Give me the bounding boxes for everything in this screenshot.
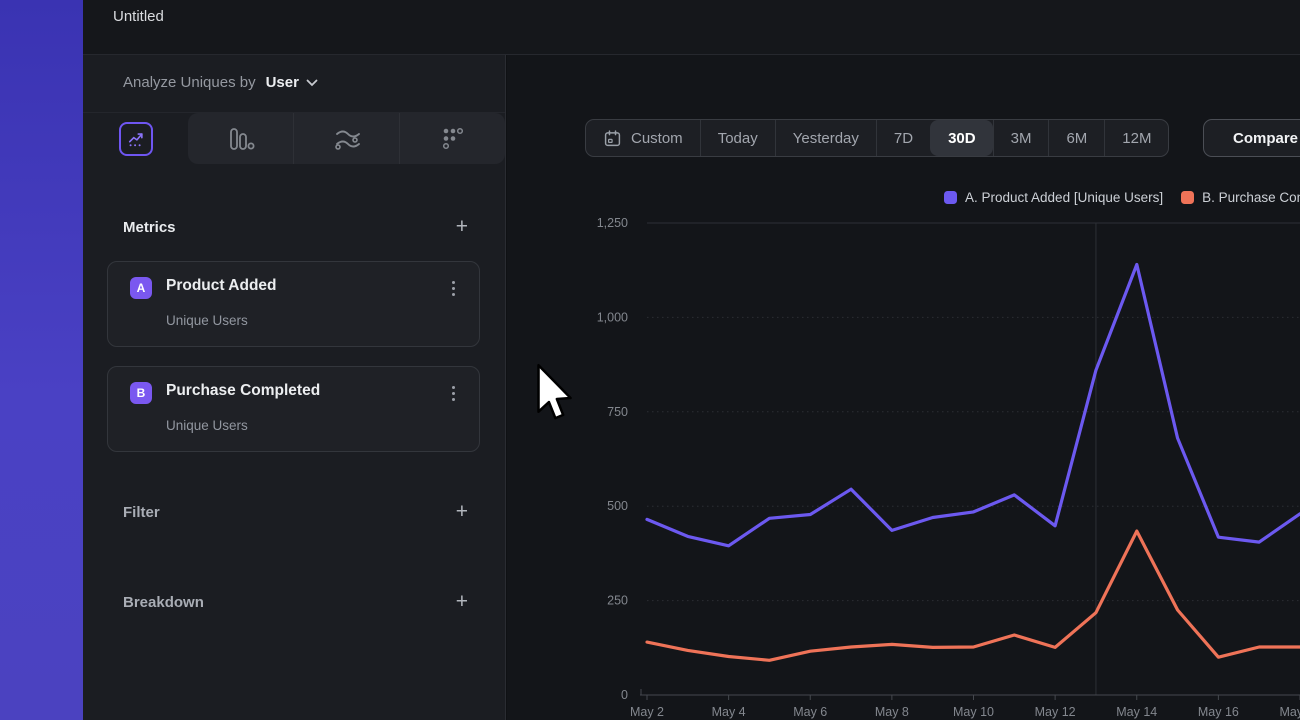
add-breakdown-button[interactable]: + <box>455 590 468 613</box>
range-label: 12M <box>1122 129 1152 147</box>
insights-icon <box>118 121 153 156</box>
metric-menu-icon[interactable] <box>445 380 461 406</box>
flows-icon <box>334 130 360 150</box>
metrics-section-header: Metrics + <box>123 215 468 238</box>
range-12m-button[interactable]: 12M <box>1104 120 1168 156</box>
metric-badge: A <box>130 277 152 299</box>
metric-menu-icon[interactable] <box>445 275 461 301</box>
tab-flows[interactable] <box>293 113 399 164</box>
chart-panel: Custom Today Yesterday 7D 30D 3M 6M 12M Compare… <box>507 55 1300 720</box>
tab-retention[interactable] <box>399 113 505 164</box>
funnels-icon <box>229 127 254 150</box>
add-metric-button[interactable]: + <box>455 215 468 238</box>
tab-insights[interactable] <box>83 113 188 164</box>
metric-badge: B <box>130 382 152 404</box>
report-type-tabs <box>83 112 505 164</box>
metrics-title: Metrics <box>123 218 176 236</box>
query-builder-sidebar: Analyze Uniques by User <box>83 55 506 720</box>
breakdown-section-header: Breakdown + <box>123 590 468 613</box>
metric-name[interactable]: Product Added <box>166 277 277 294</box>
range-label: 3M <box>1010 129 1032 147</box>
calendar-icon <box>604 129 621 146</box>
range-label: 7D <box>893 129 914 147</box>
tab-group <box>188 113 505 164</box>
metric-name[interactable]: Purchase Completed <box>166 382 321 399</box>
range-label: Yesterday <box>792 129 859 147</box>
top-bar: Untitled <box>83 0 1300 55</box>
range-label: Today <box>717 129 758 147</box>
range-3m-button[interactable]: 3M <box>992 120 1049 156</box>
app-nav-rail <box>0 0 83 720</box>
filter-title: Filter <box>123 503 160 521</box>
metric-measurement[interactable]: Unique Users <box>166 418 248 433</box>
tab-funnels[interactable] <box>188 113 293 164</box>
legend-item[interactable]: A. Product Added [Unique Users] <box>944 190 1163 205</box>
add-filter-button[interactable]: + <box>455 500 468 523</box>
analyze-entity-dropdown[interactable]: User <box>265 74 299 91</box>
compare-button[interactable]: Compare <box>1203 119 1300 157</box>
range-custom-button[interactable]: Custom <box>586 120 700 156</box>
legend-swatch-icon <box>1181 191 1195 204</box>
legend-label: B. Purchase Completed [Unique Users] <box>1202 190 1300 205</box>
chevron-down-icon[interactable] <box>306 79 318 87</box>
retention-icon <box>442 127 463 149</box>
range-label: 30D <box>948 129 976 147</box>
metric-card-a[interactable]: A Product Added Unique Users <box>107 261 480 347</box>
range-7d-button[interactable]: 7D <box>875 120 930 156</box>
filter-section-header: Filter + <box>123 500 468 523</box>
legend-swatch-icon <box>944 191 957 204</box>
range-label: 6M <box>1066 129 1088 147</box>
analyze-label: Analyze Uniques by <box>123 74 256 91</box>
range-yesterday-button[interactable]: Yesterday <box>774 120 876 156</box>
range-today-button[interactable]: Today <box>699 120 775 156</box>
range-6m-button[interactable]: 6M <box>1048 120 1104 156</box>
chart-legend: A. Product Added [Unique Users] B. Purcha… <box>944 190 1300 205</box>
metric-card-b[interactable]: B Purchase Completed Unique Users <box>107 366 480 452</box>
report-title[interactable]: Untitled <box>113 8 164 25</box>
analyze-row: Analyze Uniques by User <box>123 74 318 91</box>
breakdown-title: Breakdown <box>123 593 204 611</box>
date-range-control: Custom Today Yesterday 7D 30D 3M 6M 12M <box>585 119 1170 157</box>
range-label: Custom <box>631 129 683 147</box>
range-30d-button[interactable]: 30D <box>930 120 993 156</box>
legend-label: A. Product Added [Unique Users] <box>965 190 1164 205</box>
metric-measurement[interactable]: Unique Users <box>166 313 248 328</box>
legend-item[interactable]: B. Purchase Completed [Unique Users] <box>1181 190 1300 205</box>
